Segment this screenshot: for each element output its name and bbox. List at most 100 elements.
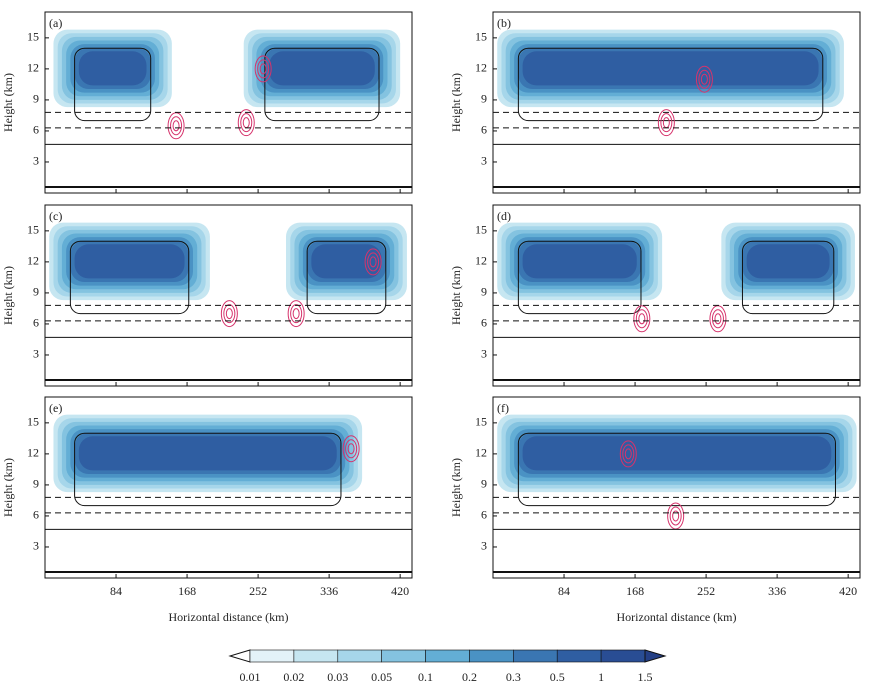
colorbar-label: 0.3 xyxy=(506,670,521,684)
cloud-layer xyxy=(522,436,832,471)
colorbar-cell xyxy=(469,649,514,663)
y-tick-label: 15 xyxy=(475,415,487,429)
colorbar-cell xyxy=(600,649,646,663)
panel: (b) Height (km) 3 6 9 12 15 xyxy=(449,11,861,194)
y-tick-label: 12 xyxy=(27,254,39,268)
panel-label: (b) xyxy=(497,16,511,30)
y-tick-label: 6 xyxy=(481,316,487,330)
y-tick-label: 3 xyxy=(481,347,487,361)
mixing-ratio-contour xyxy=(257,59,270,79)
y-tick-label: 3 xyxy=(481,539,487,553)
panel-label: (f) xyxy=(497,401,509,415)
panel: (c) Height (km) 3 6 9 12 15 xyxy=(1,204,413,387)
mixing-ratio-contour xyxy=(345,439,358,459)
y-axis-label: Height (km) xyxy=(1,458,15,517)
cloud-layer xyxy=(311,244,382,279)
y-tick-label: 12 xyxy=(475,254,487,268)
panel-label: (a) xyxy=(49,16,62,30)
mixing-ratio-contour xyxy=(364,248,382,276)
colorbar-label: 0.01 xyxy=(240,670,261,684)
mixing-ratio-contour xyxy=(223,304,236,324)
x-tick-label: 84 xyxy=(110,584,122,598)
x-tick-label: 252 xyxy=(697,584,715,598)
colorbar-label: 0.02 xyxy=(283,670,304,684)
y-tick-label: 6 xyxy=(481,123,487,137)
mixing-ratio-contour xyxy=(259,63,267,75)
panel-content xyxy=(45,222,412,381)
panel-frame xyxy=(492,396,861,579)
mixing-ratio-contour xyxy=(672,510,680,522)
panel-content xyxy=(493,29,860,188)
colorbar-cell xyxy=(381,649,426,663)
y-tick-label: 6 xyxy=(33,316,39,330)
y-tick-label: 12 xyxy=(27,61,39,75)
y-tick-label: 12 xyxy=(475,446,487,460)
y-tick-label: 15 xyxy=(27,415,39,429)
colorbar-label: 0.2 xyxy=(462,670,477,684)
y-tick-label: 3 xyxy=(33,154,39,168)
y-tick-label: 3 xyxy=(481,154,487,168)
contour-line xyxy=(517,432,836,507)
mixing-ratio-contour xyxy=(342,435,360,463)
panel-content xyxy=(45,29,412,188)
panel: (e) Height (km) 3 6 9 12 15 84 168 252 336 420 Horiz… xyxy=(1,396,413,624)
contour-line xyxy=(264,47,380,122)
panel-frame xyxy=(492,204,861,387)
cloud-layer xyxy=(746,244,830,279)
colorbar-cell xyxy=(556,649,602,663)
mixing-ratio-contour xyxy=(254,55,272,83)
y-tick-label: 9 xyxy=(481,285,487,299)
x-tick-label: 252 xyxy=(249,584,267,598)
panel: (f) Height (km) 3 6 9 12 15 84 168 252 336 420 Horiz… xyxy=(449,396,861,624)
panel-frame xyxy=(44,396,413,579)
y-tick-label: 12 xyxy=(27,446,39,460)
panel-label: (c) xyxy=(49,209,62,223)
colorbar-label: 1 xyxy=(598,670,604,684)
y-tick-label: 15 xyxy=(27,223,39,237)
colorbar-cell xyxy=(293,649,339,663)
y-tick-label: 9 xyxy=(33,285,39,299)
mixing-ratio-contour xyxy=(242,117,250,129)
panel: (a) Height (km) 3 6 9 12 15 xyxy=(1,11,413,194)
mixing-ratio-contour xyxy=(714,313,722,325)
mixing-ratio-contour xyxy=(172,120,180,132)
colorbar-label: 0.1 xyxy=(418,670,433,684)
mixing-ratio-contour xyxy=(695,65,713,93)
mixing-ratio-contour xyxy=(633,305,651,333)
mixing-ratio-contour xyxy=(367,252,380,272)
panel-frame xyxy=(44,11,413,194)
x-tick-label: 168 xyxy=(178,584,196,598)
panel-content xyxy=(493,414,860,573)
mixing-ratio-contour xyxy=(287,300,305,328)
mixing-ratio-contour xyxy=(662,117,670,129)
y-tick-label: 9 xyxy=(33,477,39,491)
mixing-ratio-contour xyxy=(622,444,635,464)
contour-line xyxy=(74,432,342,507)
mixing-ratio-contour xyxy=(170,116,183,136)
mixing-ratio-contour xyxy=(237,109,255,137)
contour-line xyxy=(517,47,824,122)
cloud-layer xyxy=(269,51,375,86)
panel-content xyxy=(45,414,412,573)
y-tick-label: 9 xyxy=(33,92,39,106)
x-tick-label: 420 xyxy=(391,584,409,598)
y-axis-label: Height (km) xyxy=(449,266,463,325)
mixing-ratio-contour xyxy=(657,109,675,137)
x-tick-label: 168 xyxy=(626,584,644,598)
mixing-ratio-contour xyxy=(347,443,355,455)
y-axis-label: Height (km) xyxy=(449,73,463,132)
mixing-ratio-contour xyxy=(619,440,637,468)
mixing-ratio-contour xyxy=(292,308,300,320)
y-tick-label: 15 xyxy=(27,30,39,44)
x-tick-label: 420 xyxy=(839,584,857,598)
cloud-layer xyxy=(522,244,637,279)
contour-line xyxy=(306,240,387,315)
x-tick-label: 84 xyxy=(558,584,570,598)
colorbar-cell xyxy=(337,649,382,663)
panel-label: (e) xyxy=(49,401,62,415)
cloud-layer xyxy=(78,51,147,86)
mixing-ratio-contour xyxy=(220,300,238,328)
y-tick-label: 9 xyxy=(481,477,487,491)
panel-content xyxy=(493,222,860,381)
x-tick-label: 336 xyxy=(768,584,786,598)
